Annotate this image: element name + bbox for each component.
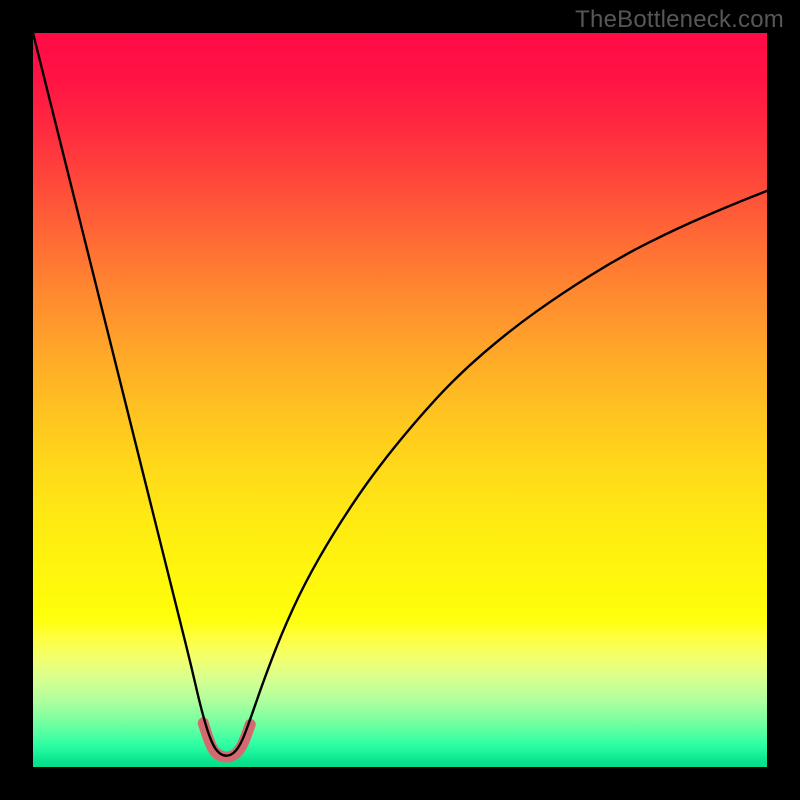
curve-layer: [33, 33, 767, 767]
chart-frame: TheBottleneck.com: [0, 0, 800, 800]
plot-area: [33, 33, 767, 767]
bottleneck-curve: [33, 33, 767, 756]
watermark-text: TheBottleneck.com: [575, 6, 784, 34]
